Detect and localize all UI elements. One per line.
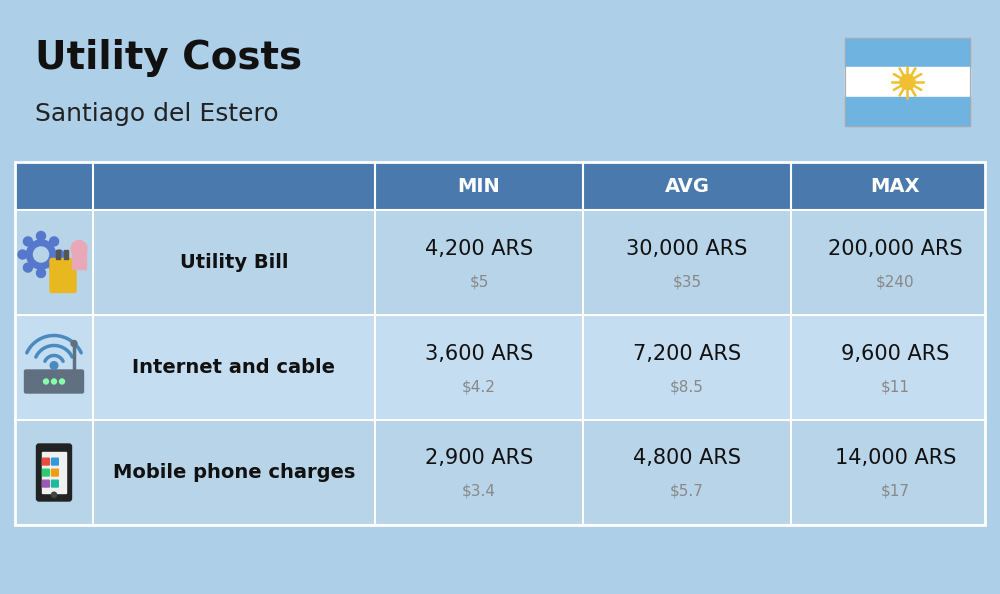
- Circle shape: [23, 237, 32, 246]
- Bar: [56, 249, 60, 258]
- Circle shape: [50, 237, 59, 246]
- Circle shape: [71, 340, 77, 346]
- Circle shape: [900, 74, 915, 90]
- FancyBboxPatch shape: [24, 370, 84, 393]
- Bar: [845, 97, 970, 126]
- Text: 30,000 ARS: 30,000 ARS: [626, 239, 748, 258]
- Bar: [845, 38, 970, 126]
- Circle shape: [50, 362, 58, 369]
- Bar: [64, 249, 68, 258]
- FancyBboxPatch shape: [52, 458, 58, 465]
- Text: $35: $35: [672, 274, 702, 289]
- Circle shape: [23, 263, 32, 272]
- FancyBboxPatch shape: [42, 480, 49, 487]
- Circle shape: [36, 232, 46, 241]
- Circle shape: [52, 379, 56, 384]
- Text: Mobile phone charges: Mobile phone charges: [113, 463, 355, 482]
- Text: AVG: AVG: [664, 176, 710, 195]
- FancyBboxPatch shape: [36, 444, 72, 501]
- Text: 2,900 ARS: 2,900 ARS: [425, 448, 533, 469]
- Circle shape: [26, 240, 56, 269]
- Text: 3,600 ARS: 3,600 ARS: [425, 343, 533, 364]
- Bar: [845, 38, 970, 67]
- Text: 9,600 ARS: 9,600 ARS: [841, 343, 950, 364]
- Text: $3.4: $3.4: [462, 484, 496, 499]
- Bar: [15, 162, 985, 210]
- Circle shape: [55, 250, 64, 259]
- Circle shape: [33, 247, 49, 262]
- Bar: [15, 162, 985, 525]
- Circle shape: [60, 379, 64, 384]
- FancyBboxPatch shape: [52, 469, 58, 476]
- Text: $5: $5: [469, 274, 489, 289]
- Text: $240: $240: [876, 274, 915, 289]
- Bar: [15, 315, 985, 420]
- Bar: [845, 67, 970, 97]
- Text: $4.2: $4.2: [462, 379, 496, 394]
- Text: $8.5: $8.5: [670, 379, 704, 394]
- Text: Santiago del Estero: Santiago del Estero: [35, 102, 279, 126]
- Text: Internet and cable: Internet and cable: [132, 358, 336, 377]
- Bar: [72, 251, 86, 268]
- Bar: [42, 451, 66, 492]
- Circle shape: [50, 263, 59, 272]
- Text: 7,200 ARS: 7,200 ARS: [633, 343, 741, 364]
- Circle shape: [71, 241, 87, 257]
- Text: Utility Costs: Utility Costs: [35, 39, 302, 77]
- Circle shape: [36, 268, 46, 277]
- Text: 4,800 ARS: 4,800 ARS: [633, 448, 741, 469]
- Text: $17: $17: [881, 484, 910, 499]
- Text: MAX: MAX: [871, 176, 920, 195]
- Text: 200,000 ARS: 200,000 ARS: [828, 239, 963, 258]
- FancyBboxPatch shape: [42, 469, 49, 476]
- Circle shape: [18, 250, 27, 259]
- Text: 4,200 ARS: 4,200 ARS: [425, 239, 533, 258]
- Circle shape: [44, 379, 48, 384]
- FancyBboxPatch shape: [42, 458, 49, 465]
- Text: MIN: MIN: [458, 176, 500, 195]
- Bar: [15, 420, 985, 525]
- Text: $11: $11: [881, 379, 910, 394]
- FancyBboxPatch shape: [52, 480, 58, 487]
- FancyBboxPatch shape: [50, 258, 76, 292]
- Text: $5.7: $5.7: [670, 484, 704, 499]
- Text: 14,000 ARS: 14,000 ARS: [835, 448, 956, 469]
- Text: Utility Bill: Utility Bill: [180, 253, 288, 272]
- Bar: [15, 210, 985, 315]
- Circle shape: [51, 492, 57, 497]
